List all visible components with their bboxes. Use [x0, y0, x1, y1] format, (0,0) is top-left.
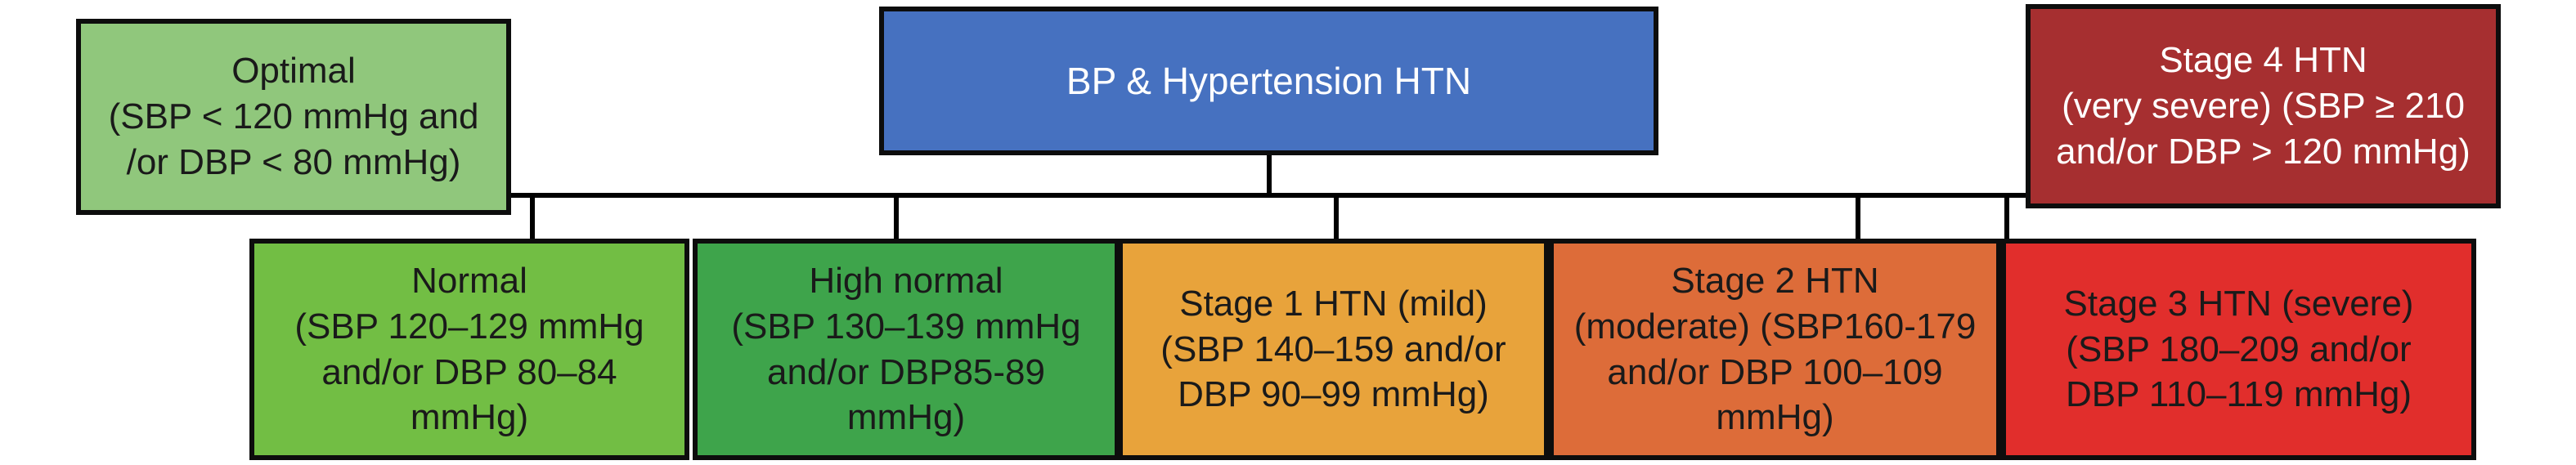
- node-stage4-htn: Stage 4 HTN (very severe) (SBP ≥ 210 and…: [2026, 4, 2501, 208]
- node-stage2-htn: Stage 2 HTN (moderate) (SBP160-179 and/o…: [1549, 239, 2001, 460]
- node-stage3-htn: Stage 3 HTN (severe) (SBP 180–209 and/or…: [2001, 239, 2476, 460]
- connector-drop-root: [1267, 154, 1272, 196]
- connector-drop-normal: [530, 196, 535, 242]
- connector-drop-stage1: [1334, 196, 1339, 242]
- node-normal: Normal (SBP 120–129 mmHg and/or DBP 80–8…: [249, 239, 689, 460]
- node-optimal: Optimal (SBP < 120 mmHg and /or DBP < 80…: [76, 19, 511, 215]
- node-bp-hypertension-root: BP & Hypertension HTN: [879, 7, 1658, 155]
- node-high-normal: High normal (SBP 130–139 mmHg and/or DBP…: [693, 239, 1120, 460]
- connector-drop-stage3: [2004, 196, 2009, 242]
- connector-drop-high-normal: [894, 196, 899, 242]
- node-stage1-htn: Stage 1 HTN (mild) (SBP 140–159 and/or D…: [1118, 239, 1549, 460]
- connector-drop-stage2: [1856, 196, 1860, 242]
